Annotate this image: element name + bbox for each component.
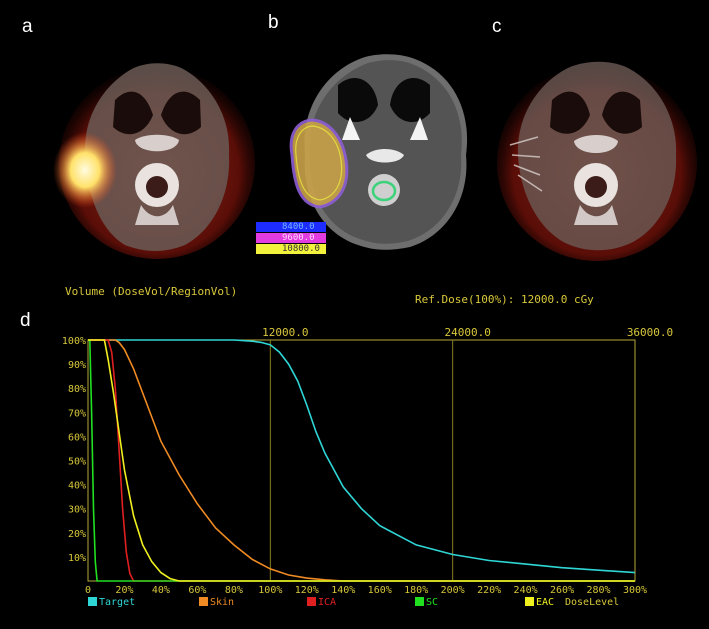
legend-label-eac: EAC <box>536 597 554 608</box>
x-tick-label: 220% <box>477 585 501 596</box>
series-line-sc <box>88 339 635 582</box>
y-tick-label: 20% <box>68 529 86 540</box>
series-line-target <box>88 339 636 574</box>
top-tick-label: 24000.0 <box>444 326 490 339</box>
panel-label-d: d <box>20 310 31 331</box>
y-tick-label: 30% <box>68 505 86 516</box>
chart-grid <box>87 339 636 582</box>
series-line-skin <box>88 339 635 582</box>
isodose-legend-item-9600: 9600.0 <box>256 233 326 243</box>
legend-swatch-eac <box>525 597 534 606</box>
legend-label-target: Target <box>99 597 135 608</box>
ct-image-b <box>289 54 468 250</box>
x-tick-label: 120% <box>295 585 319 596</box>
plot-frame <box>87 339 636 582</box>
y-axis-label: Volume (DoseVol/RegionVol) <box>65 285 237 298</box>
pet-ct-image-c <box>497 61 697 261</box>
top-tick-label: 12000.0 <box>262 326 308 339</box>
dvh-panel: d Volume (DoseVol/RegionVol) Ref.Dose(10… <box>0 275 709 629</box>
panel-label-b: b <box>268 12 279 33</box>
x-tick-label: 40% <box>152 585 170 596</box>
isodose-legend-label: 9600.0 <box>282 233 315 243</box>
ct-images-row: a b <box>0 0 709 275</box>
legend-label-ica: ICA <box>318 597 336 608</box>
isodose-legend-item-8400: 8400.0 <box>256 222 326 232</box>
x-axis-label: DoseLevel <box>565 597 619 608</box>
panel-label-c: c <box>492 16 502 37</box>
pet-ct-image-a <box>53 63 255 259</box>
x-tick-label: 100% <box>258 585 282 596</box>
panel-label-a: a <box>22 16 33 37</box>
x-tick-label: 60% <box>188 585 206 596</box>
series-lines <box>88 339 636 582</box>
legend: Target Skin ICA SC EAC DoseLevel <box>88 597 619 608</box>
x-tick-label: 20% <box>115 585 133 596</box>
x-ticks: 0 20% 40% 60% 80% 100% 120% 140% 160% 180% 200% 220… <box>85 585 647 596</box>
x-tick-label: 280% <box>586 585 610 596</box>
legend-label-sc: SC <box>426 597 438 608</box>
legend-swatch-skin <box>199 597 208 606</box>
x-tick-label: 160% <box>368 585 392 596</box>
y-tick-label: 60% <box>68 432 86 443</box>
x-tick-label: 260% <box>550 585 574 596</box>
x-tick-label: 0 <box>85 585 91 596</box>
series-line-eac <box>88 339 635 582</box>
isodose-legend-item-10800: 10800.0 <box>256 244 326 254</box>
top-tick-label: 36000.0 <box>627 326 673 339</box>
y-tick-label: 90% <box>68 360 86 371</box>
isodose-legend-label: 8400.0 <box>282 222 315 232</box>
y-tick-label: 80% <box>68 384 86 395</box>
y-tick-label: 50% <box>68 457 86 468</box>
top-dose-ticks: 12000.0 24000.0 36000.0 <box>262 326 673 339</box>
x-tick-label: 80% <box>225 585 243 596</box>
legend-swatch-target <box>88 597 97 606</box>
series-line-ica <box>88 339 635 582</box>
isodose-legend-label: 10800.0 <box>282 244 320 254</box>
y-tick-label: 70% <box>68 408 86 419</box>
x-tick-label: 240% <box>514 585 538 596</box>
legend-swatch-sc <box>415 597 424 606</box>
x-tick-label: 180% <box>404 585 428 596</box>
ref-dose-label: Ref.Dose(100%): 12000.0 cGy <box>415 293 594 306</box>
legend-swatch-ica <box>307 597 316 606</box>
legend-label-skin: Skin <box>210 597 234 608</box>
dvh-chart: Volume (DoseVol/RegionVol) Ref.Dose(100%… <box>62 285 673 608</box>
x-tick-label: 200% <box>441 585 465 596</box>
y-tick-label: 40% <box>68 481 86 492</box>
y-ticks: 10% 20% 30% 40% 50% 60% 70% 80% 90% 100% <box>62 336 86 564</box>
isodose-legend: 8400.0 9600.0 10800.0 <box>256 222 326 254</box>
y-tick-label: 100% <box>62 336 86 347</box>
x-tick-label: 140% <box>331 585 355 596</box>
x-tick-label: 300% <box>623 585 647 596</box>
y-tick-label: 10% <box>68 553 86 564</box>
